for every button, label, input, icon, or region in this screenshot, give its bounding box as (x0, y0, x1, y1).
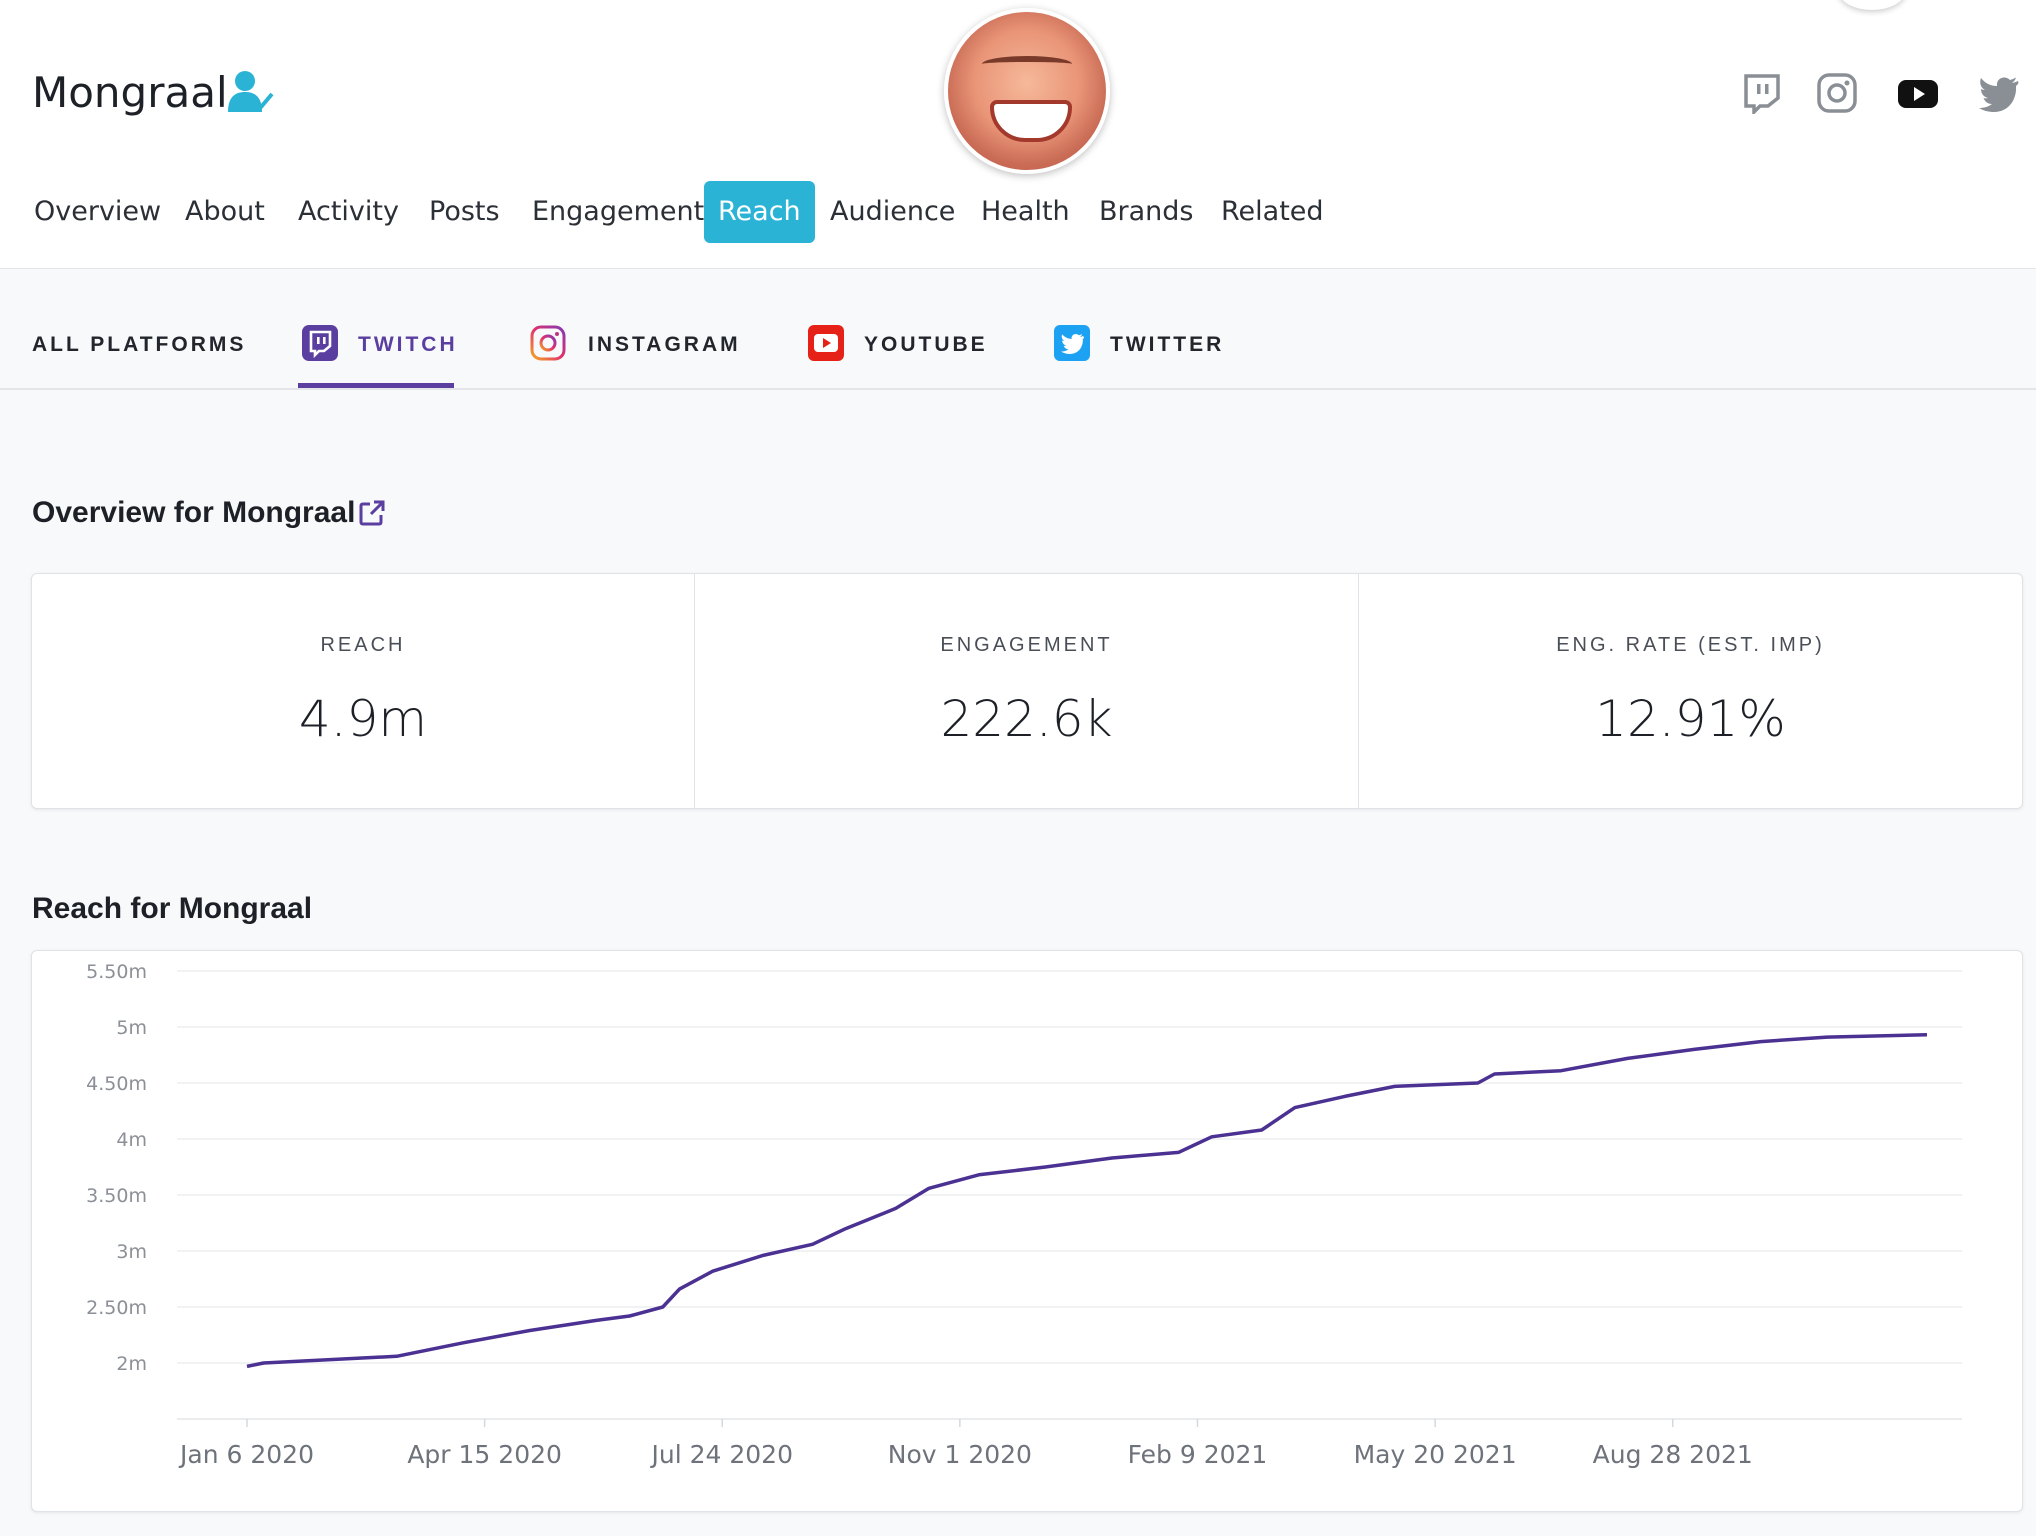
nav-tab-reach[interactable]: Reach (704, 181, 815, 243)
twitch-icon (302, 325, 338, 361)
instagram-icon[interactable] (1816, 72, 1858, 114)
platform-tab-youtube[interactable]: YOUTUBE (864, 333, 988, 356)
y-tick-label: 3m (116, 1241, 147, 1263)
stat-label: ENG. RATE (EST. IMP) (1556, 634, 1825, 656)
overview-stats-card: REACH 4.9m ENGAGEMENT 222.6k ENG. RATE (… (31, 573, 2023, 809)
divider (1358, 574, 1359, 808)
menu-button[interactable] (1838, 0, 1906, 10)
nav-tab-about[interactable]: About (185, 196, 265, 227)
nav-tab-engagement[interactable]: Engagement (532, 196, 705, 227)
nav-tab-overview[interactable]: Overview (34, 196, 162, 227)
profile-name: Mongraal (32, 68, 228, 117)
twitter-icon[interactable] (1978, 72, 2020, 114)
nav-tab-posts[interactable]: Posts (429, 196, 500, 227)
reach-title: Reach for Mongraal (32, 892, 313, 925)
stat-label: REACH (320, 634, 406, 656)
y-tick-label: 2m (116, 1353, 147, 1375)
external-link-icon[interactable] (358, 499, 386, 527)
reach-series-line[interactable] (246, 1033, 1928, 1369)
divider (694, 574, 695, 808)
nav-tab-activity[interactable]: Activity (298, 196, 399, 227)
y-tick-label: 4m (116, 1129, 147, 1151)
twitch-icon[interactable] (1740, 72, 1782, 114)
x-tick-label: Nov 1 2020 (888, 1440, 1032, 1469)
profile-nav: Overview About Activity Posts Engagement… (0, 155, 2036, 269)
y-tick-label: 5.50m (86, 961, 147, 983)
instagram-icon (530, 325, 566, 361)
nav-tab-audience[interactable]: Audience (830, 196, 956, 227)
nav-tab-related[interactable]: Related (1221, 196, 1324, 227)
youtube-icon (808, 325, 844, 361)
stat-reach: REACH 4.9m (32, 574, 694, 808)
stat-engagement: ENGAGEMENT 222.6k (695, 574, 1358, 808)
stat-value: 222.6k (940, 690, 1113, 748)
verified-user-icon (228, 71, 274, 112)
platform-tab-instagram[interactable]: INSTAGRAM (588, 333, 741, 356)
platform-tab-all[interactable]: ALL PLATFORMS (32, 333, 247, 356)
active-tab-indicator (298, 383, 454, 388)
nav-tab-health[interactable]: Health (981, 196, 1070, 227)
reach-line-chart: 5.50m 5m 4.50m 4m 3.50m 3m 2.50m 2m Jan 6 2020 A… (86, 961, 1962, 1469)
x-tick-label: Jan 6 2020 (178, 1440, 314, 1469)
y-tick-label: 4.50m (86, 1073, 147, 1095)
x-tick-label: Jul 24 2020 (649, 1440, 793, 1469)
stat-eng-rate: ENG. RATE (EST. IMP) 12.91% (1359, 574, 2022, 808)
platform-tabs: ALL PLATFORMS TWITCH INSTAGRAM YOUTUBE T… (0, 269, 2036, 390)
avatar (944, 8, 1110, 174)
twitter-icon (1054, 325, 1090, 361)
stat-value: 12.91% (1595, 690, 1786, 748)
x-tick-label: Apr 15 2020 (407, 1440, 562, 1469)
platform-tab-twitch[interactable]: TWITCH (358, 333, 458, 356)
x-tick-label: Feb 9 2021 (1128, 1440, 1268, 1469)
stat-label: ENGAGEMENT (940, 634, 1113, 656)
platform-tab-twitter[interactable]: TWITTER (1110, 333, 1225, 356)
reach-chart-card: 5.50m 5m 4.50m 4m 3.50m 3m 2.50m 2m Jan 6 2020 A… (31, 950, 2023, 1512)
y-tick-label: 5m (116, 1017, 147, 1039)
overview-title: Overview for Mongraal (32, 496, 356, 529)
youtube-icon[interactable] (1897, 72, 1939, 114)
stat-value: 4.9m (298, 690, 428, 748)
nav-tab-brands[interactable]: Brands (1099, 196, 1194, 227)
y-tick-label: 3.50m (86, 1185, 147, 1207)
x-tick-label: Aug 28 2021 (1593, 1440, 1753, 1469)
x-tick-label: May 20 2021 (1354, 1440, 1517, 1469)
y-tick-label: 2.50m (86, 1297, 147, 1319)
